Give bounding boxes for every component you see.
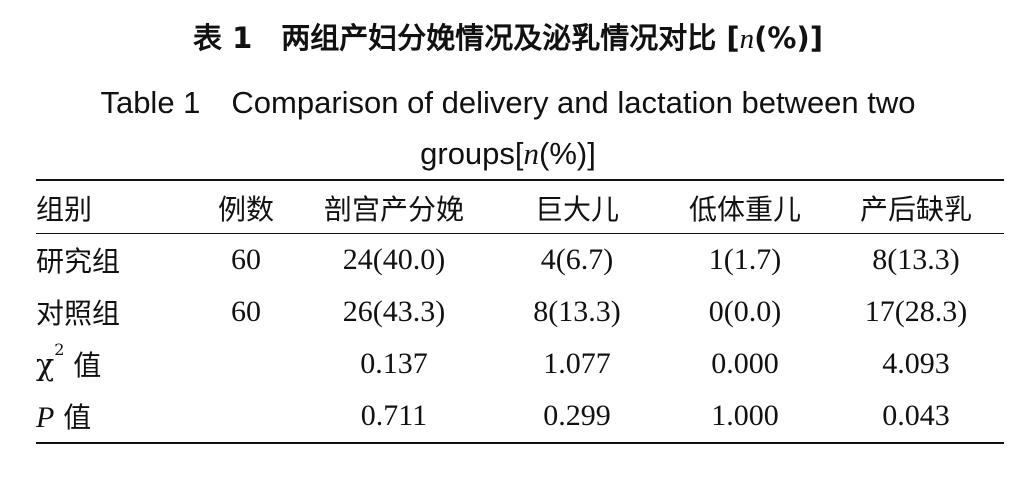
cell-cesarean: 26(43.3) xyxy=(342,295,446,328)
cell-macrosomia: 8(13.3) xyxy=(533,295,621,328)
title-cn-variable: n xyxy=(739,23,755,55)
cell-low-birth-weight: 1(1.7) xyxy=(708,243,782,276)
title-en-line1: Table 1 Comparison of delivery and lacta… xyxy=(100,85,916,120)
cell-hypogalactia: 8(13.3) xyxy=(872,243,960,276)
table-title-chinese: 表 1 两组产妇分娩情况及泌乳情况对比 [n(%)] xyxy=(0,18,1016,59)
header-macrosomia: 巨大儿 xyxy=(534,193,619,226)
comparison-table: 组别 例数 剖宫产分娩 巨大儿 低体重儿 产后缺乳 研究组 60 24(40.0… xyxy=(36,182,1004,442)
cell-p-macrosomia: 0.299 xyxy=(543,399,611,432)
cell-p-cesarean: 0.711 xyxy=(360,399,428,432)
cell-chi-square-label: χ2 值 xyxy=(36,338,196,390)
title-en-line2: groups[n(%)] xyxy=(0,128,1016,179)
header-postpartum-hypogalactia: 产后缺乳 xyxy=(859,193,972,226)
table-title-english: Table 1 Comparison of delivery and lacta… xyxy=(0,77,1016,179)
chi-label-suffix: 值 xyxy=(64,349,102,382)
cell-chi-hypogalactia: 4.093 xyxy=(882,347,950,380)
table-row-control-group: 对照组 60 26(43.3) 8(13.3) 0(0.0) 17(28.3) xyxy=(36,286,1004,338)
title-en-line2-suffix: (%)] xyxy=(539,136,596,171)
cell-p-value-label: P 值 xyxy=(36,390,196,442)
table-row-p-value: P 值 0.711 0.299 1.000 0.043 xyxy=(36,390,1004,442)
chi-symbol: χ xyxy=(36,348,55,383)
cell-macrosomia: 4(6.7) xyxy=(540,243,614,276)
cell-chi-macrosomia: 1.077 xyxy=(543,347,611,380)
table-header-rule xyxy=(36,233,1004,234)
header-low-birth-weight: 低体重儿 xyxy=(688,193,801,226)
cell-count: 60 xyxy=(231,295,261,328)
title-en-line2-prefix: groups[ xyxy=(420,136,524,171)
cell-hypogalactia: 17(28.3) xyxy=(864,295,968,328)
title-cn-prefix: 表 1 两组产妇分娩情况及泌乳情况对比 [ xyxy=(193,21,740,55)
cell-group: 研究组 xyxy=(36,245,121,278)
table-header-row: 组别 例数 剖宫产分娩 巨大儿 低体重儿 产后缺乳 xyxy=(36,182,1004,234)
p-symbol: P xyxy=(36,401,55,434)
cell-empty xyxy=(196,338,296,390)
header-count: 例数 xyxy=(217,193,274,226)
header-group: 组别 xyxy=(36,193,93,226)
cell-empty xyxy=(196,390,296,442)
cell-chi-low-birth-weight: 0.000 xyxy=(711,347,779,380)
cell-cesarean: 24(40.0) xyxy=(342,243,446,276)
cell-count: 60 xyxy=(231,243,261,276)
cell-low-birth-weight: 0(0.0) xyxy=(708,295,782,328)
table-top-rule xyxy=(36,179,1004,181)
table-bottom-rule xyxy=(36,442,1004,444)
p-label-suffix: 值 xyxy=(54,401,92,434)
cell-p-hypogalactia: 0.043 xyxy=(882,399,950,432)
header-cesarean: 剖宫产分娩 xyxy=(323,193,464,226)
cell-chi-cesarean: 0.137 xyxy=(360,347,428,380)
table-row-study-group: 研究组 60 24(40.0) 4(6.7) 1(1.7) 8(13.3) xyxy=(36,234,1004,286)
cell-group: 对照组 xyxy=(36,297,121,330)
chi-superscript: 2 xyxy=(54,340,65,359)
table-row-chi-square: χ2 值 0.137 1.077 0.000 4.093 xyxy=(36,338,1004,390)
title-cn-suffix: (%)] xyxy=(754,21,823,55)
cell-p-low-birth-weight: 1.000 xyxy=(711,399,779,432)
title-en-variable: n xyxy=(523,136,540,171)
